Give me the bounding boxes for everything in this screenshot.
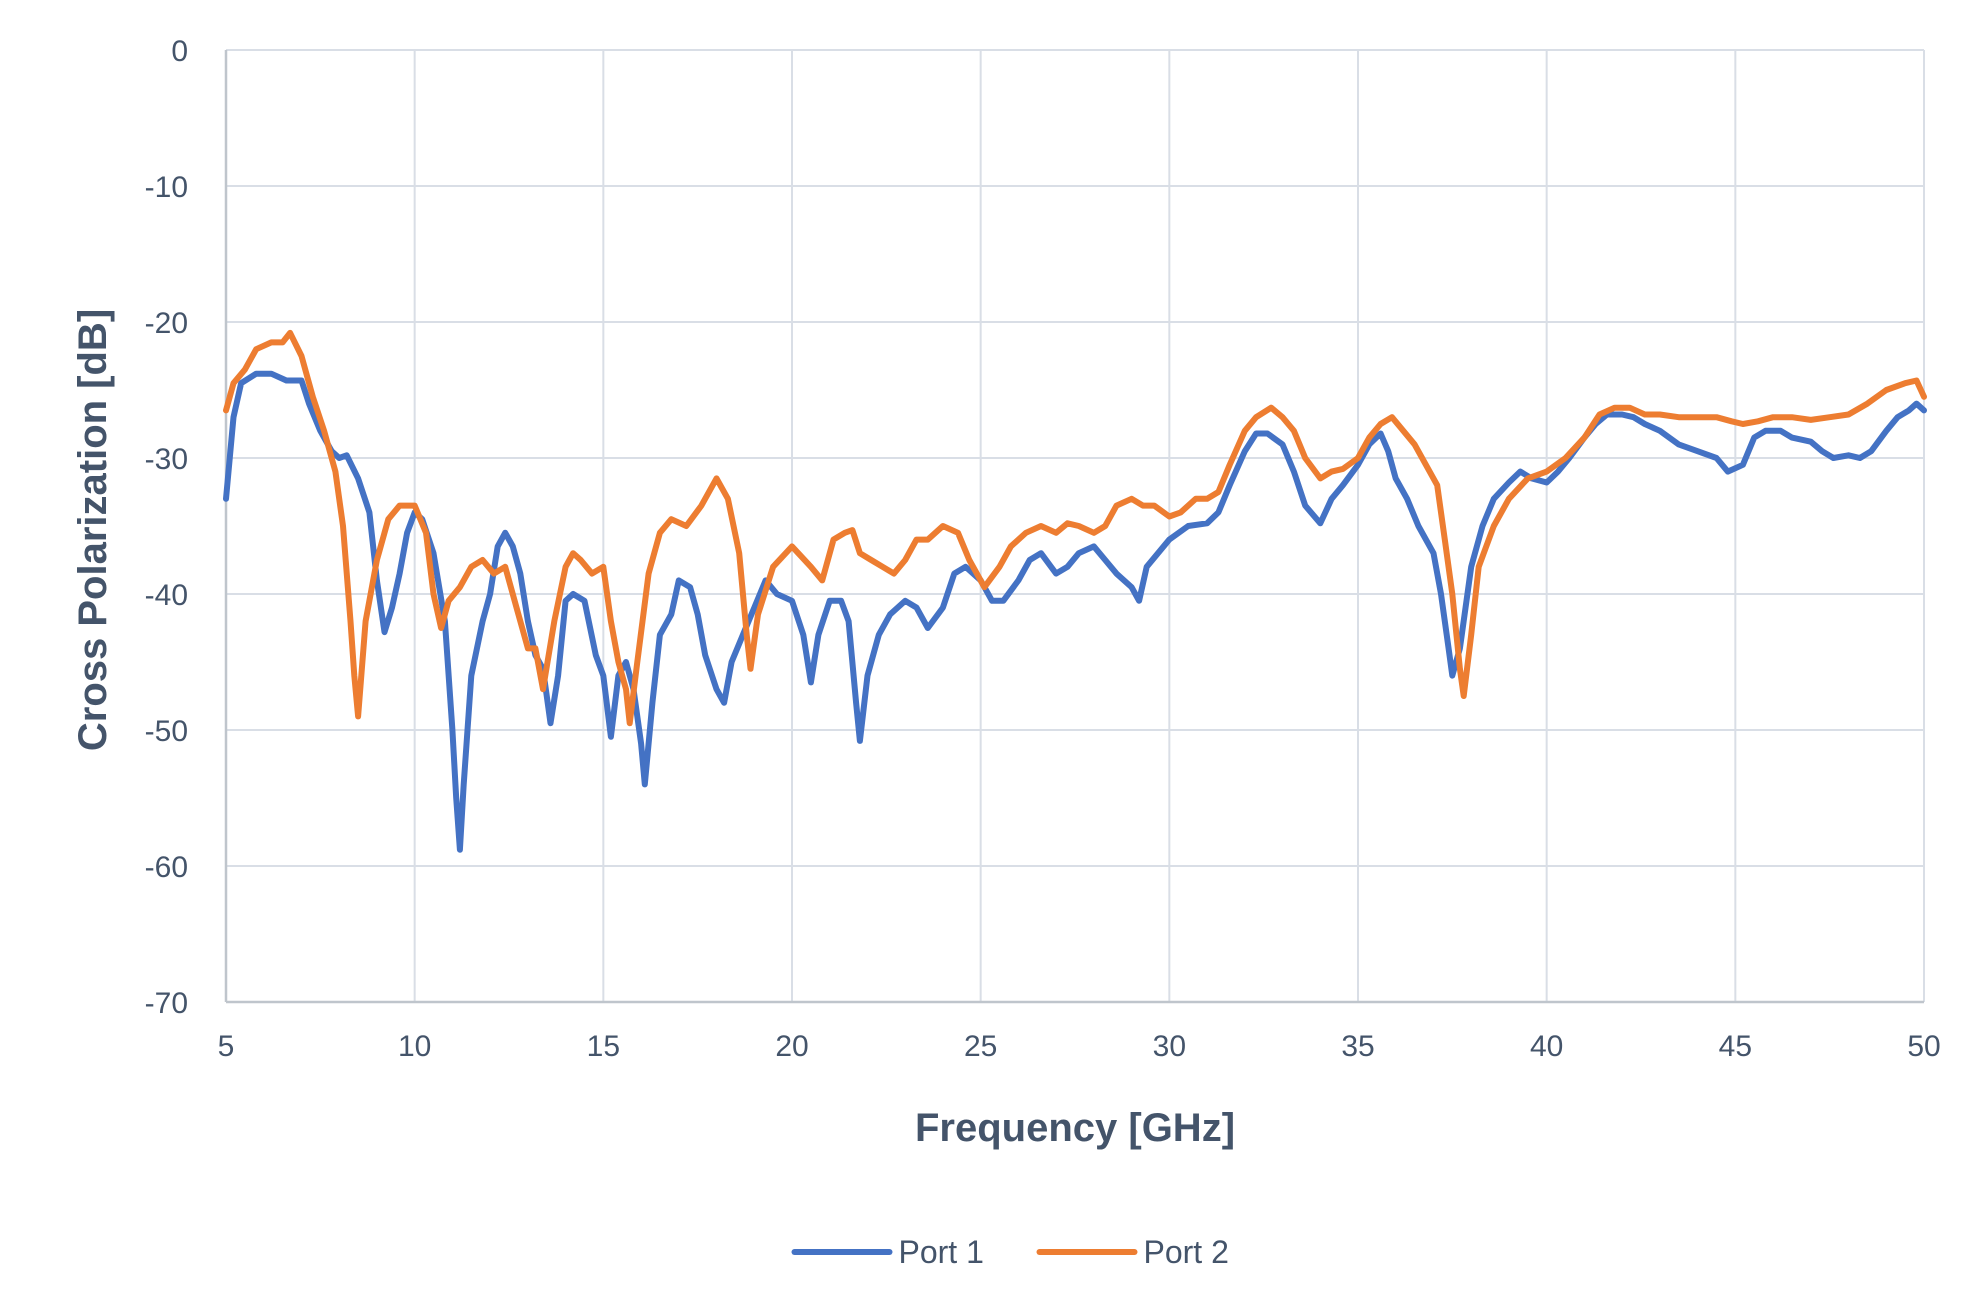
- y-tick-label: -30: [145, 443, 188, 476]
- y-tick-label: -60: [145, 851, 188, 884]
- y-tick-label: -20: [145, 307, 188, 340]
- y-tick-label: -40: [145, 579, 188, 612]
- x-tick-label: 15: [587, 1030, 620, 1063]
- x-tick-label: 35: [1341, 1030, 1374, 1063]
- y-tick-label: 0: [171, 35, 188, 68]
- series-lines: [223, 329, 1927, 853]
- legend-label: Port 1: [899, 1234, 984, 1270]
- grid: [226, 49, 1925, 1002]
- y-axis-title: Cross Polarization [dB]: [71, 309, 115, 751]
- x-tick-label: 50: [1907, 1030, 1940, 1063]
- x-tick-label: 40: [1530, 1030, 1563, 1063]
- y-tick-label: -10: [145, 171, 188, 204]
- legend: Port 1 Port 2: [791, 1234, 1229, 1270]
- x-tick-label: 10: [398, 1030, 431, 1063]
- y-tick-label: -50: [145, 715, 188, 748]
- tick-labels: 5 10 15 20 25 30 35 40 45 50 0 -10 -20 -30 -40 -50 -60 -7…: [145, 35, 1941, 1063]
- x-tick-label: 20: [775, 1030, 808, 1063]
- x-tick-label: 25: [964, 1030, 997, 1063]
- legend-label: Port 2: [1144, 1234, 1229, 1270]
- x-tick-label: 45: [1719, 1030, 1752, 1063]
- x-axis-title: Frequency [GHz]: [915, 1106, 1235, 1150]
- axes: [224, 50, 1924, 1004]
- x-tick-label: 5: [218, 1030, 235, 1063]
- x-tick-label: 30: [1153, 1030, 1186, 1063]
- y-tick-label: -70: [145, 987, 188, 1020]
- series-line-port-1: [223, 370, 1927, 853]
- series-line-port-2: [223, 329, 1927, 727]
